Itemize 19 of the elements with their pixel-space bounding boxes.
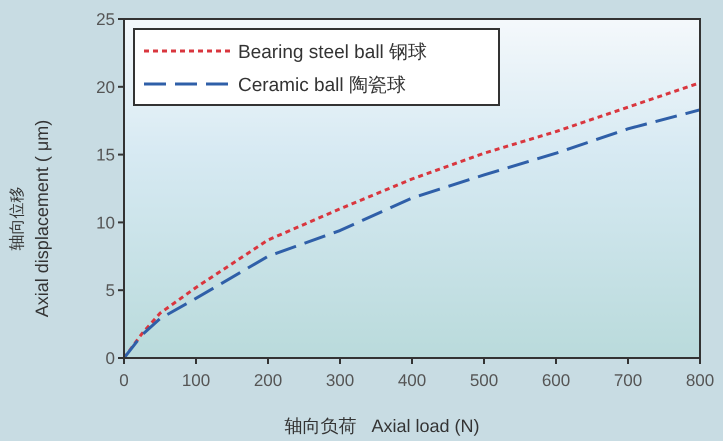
x-tick-label: 700 bbox=[614, 371, 642, 390]
x-tick-label: 300 bbox=[326, 371, 354, 390]
x-tick-label: 600 bbox=[542, 371, 570, 390]
x-tick-label: 500 bbox=[470, 371, 498, 390]
x-axis-title: 轴向负荷 Axial load (N) bbox=[284, 416, 480, 436]
legend-label: Ceramic ball 陶瓷球 bbox=[238, 75, 406, 96]
x-tick-label: 100 bbox=[182, 371, 210, 390]
y-tick-label: 0 bbox=[106, 349, 115, 368]
x-tick-label: 0 bbox=[119, 371, 129, 390]
legend-label: Bearing steel ball 钢球 bbox=[238, 42, 428, 63]
x-tick-label: 400 bbox=[398, 371, 426, 390]
x-tick-label: 800 bbox=[686, 371, 714, 390]
y-tick-label: 25 bbox=[96, 10, 115, 29]
x-tick-label: 200 bbox=[254, 371, 282, 390]
y-tick-label: 5 bbox=[106, 281, 115, 300]
y-axis-title: 轴向位移 Axial displacement ( μm) bbox=[8, 120, 52, 318]
y-tick-label: 15 bbox=[96, 146, 115, 165]
y-tick-label: 20 bbox=[96, 78, 115, 97]
y-tick-label: 10 bbox=[96, 213, 115, 232]
